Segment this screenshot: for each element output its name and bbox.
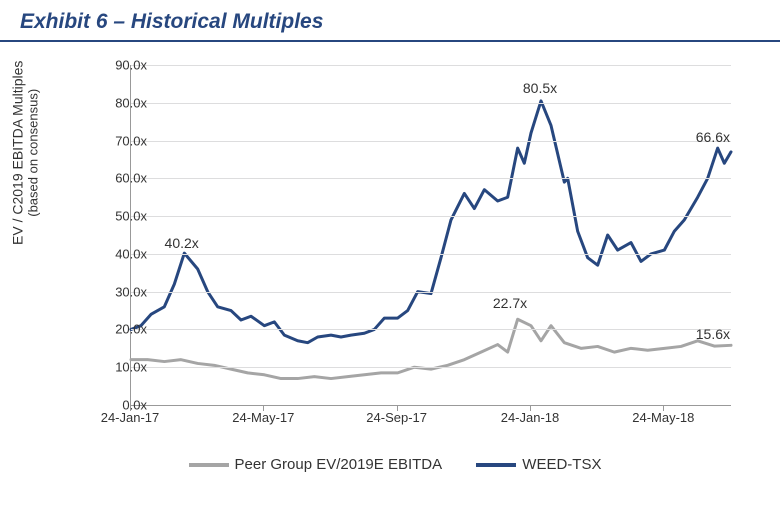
grid-line: [131, 178, 731, 179]
legend-swatch-peer: [189, 463, 229, 467]
y-tick-label: 60.0x: [97, 171, 147, 186]
y-tick-label: 50.0x: [97, 209, 147, 224]
x-tick-label: 24-Sep-17: [357, 410, 437, 425]
chart-container: EV / C2019 EBITDA Multiples (based on co…: [35, 55, 755, 475]
plot-area: [130, 65, 731, 406]
series-line: [131, 319, 731, 378]
legend-item-peer: Peer Group EV/2019E EBITDA: [189, 456, 443, 473]
data-annotation: 22.7x: [493, 295, 527, 311]
legend-label-weed: WEED-TSX: [522, 456, 601, 473]
y-tick-label: 80.0x: [97, 95, 147, 110]
y-tick-label: 20.0x: [97, 322, 147, 337]
grid-line: [131, 216, 731, 217]
grid-line: [131, 292, 731, 293]
grid-line: [131, 141, 731, 142]
legend-swatch-weed: [476, 463, 516, 467]
legend: Peer Group EV/2019E EBITDA WEED-TSX: [35, 456, 755, 473]
series-line: [131, 101, 731, 343]
data-annotation: 66.6x: [696, 129, 730, 145]
data-annotation: 15.6x: [696, 326, 730, 342]
legend-item-weed: WEED-TSX: [476, 456, 601, 473]
x-tick-label: 24-May-17: [223, 410, 303, 425]
y-tick-label: 90.0x: [97, 58, 147, 73]
grid-line: [131, 254, 731, 255]
grid-line: [131, 103, 731, 104]
x-tick-label: 24-Jan-17: [90, 410, 170, 425]
chart-title: Exhibit 6 – Historical Multiples: [20, 10, 323, 33]
data-annotation: 80.5x: [523, 80, 557, 96]
grid-line: [131, 65, 731, 66]
y-tick-label: 70.0x: [97, 133, 147, 148]
y-axis-label: EV / C2019 EBITDA Multiples (based on co…: [10, 61, 41, 245]
y-axis-label-line2: (based on consensus): [26, 61, 41, 245]
title-bar: Exhibit 6 – Historical Multiples: [0, 0, 780, 42]
grid-line: [131, 367, 731, 368]
y-tick-label: 10.0x: [97, 360, 147, 375]
x-tick-label: 24-Jan-18: [490, 410, 570, 425]
x-tick-label: 24-May-18: [623, 410, 703, 425]
y-tick-label: 40.0x: [97, 246, 147, 261]
y-tick-label: 30.0x: [97, 284, 147, 299]
line-canvas: [131, 65, 731, 405]
y-axis-label-line1: EV / C2019 EBITDA Multiples: [10, 61, 26, 245]
legend-label-peer: Peer Group EV/2019E EBITDA: [235, 456, 443, 473]
grid-line: [131, 329, 731, 330]
data-annotation: 40.2x: [165, 235, 199, 251]
